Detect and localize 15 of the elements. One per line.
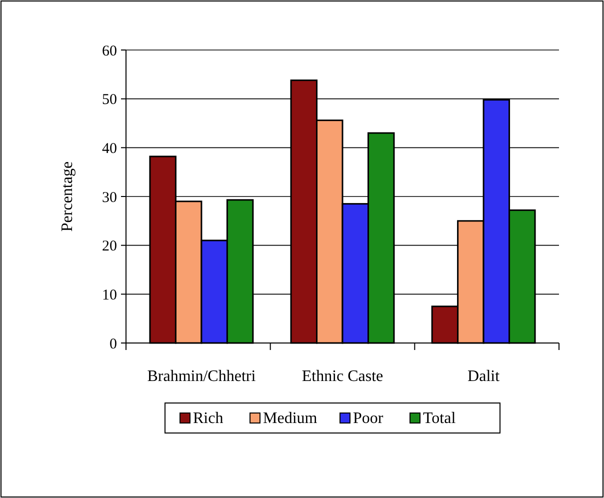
- y-tick-label: 0: [110, 336, 117, 352]
- y-tick-label: 60: [102, 43, 117, 60]
- x-tick-label: Dalit: [468, 368, 500, 385]
- y-tick-label: 10: [102, 287, 117, 304]
- y-tick-label: 30: [102, 190, 117, 206]
- legend-label: Poor: [353, 410, 384, 427]
- legend-label: Rich: [193, 410, 224, 427]
- legend-label: Medium: [263, 410, 318, 427]
- y-tick-label: 20: [102, 238, 117, 255]
- legend-label: Total: [423, 410, 456, 427]
- y-tick-label: 40: [102, 140, 117, 157]
- y-tick-label: 50: [102, 92, 117, 108]
- x-tick-label: Ethnic Caste: [302, 368, 384, 385]
- y-axis-title: Percentage: [59, 161, 76, 232]
- x-tick-label: Brahmin/Chhetri: [147, 368, 256, 385]
